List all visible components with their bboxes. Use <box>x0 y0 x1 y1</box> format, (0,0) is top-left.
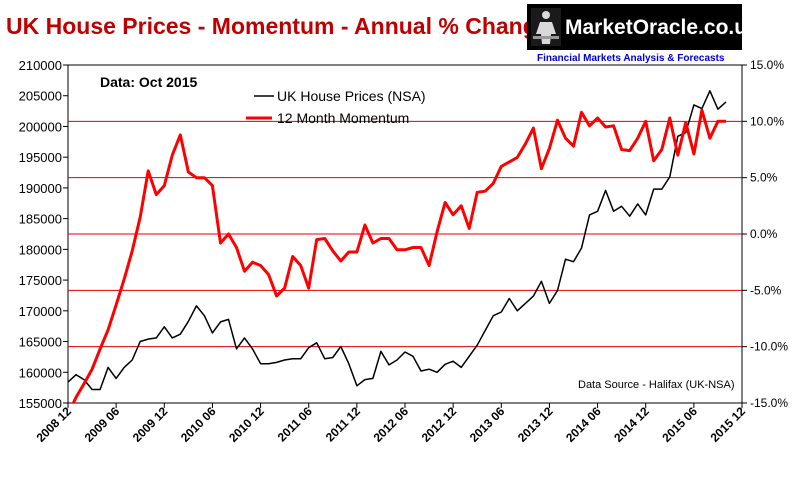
series-line-house-prices <box>68 90 727 391</box>
left-tick-label: 205000 <box>19 89 62 104</box>
x-tick-label: 2014 12 <box>611 404 652 445</box>
x-tick-label: 2009 12 <box>130 404 171 445</box>
left-tick-label: 160000 <box>19 365 62 380</box>
legend-label-momentum: 12 Month Momentum <box>277 110 409 126</box>
left-tick-label: 180000 <box>19 242 62 257</box>
legend: UK House Prices (NSA) 12 Month Momentum <box>246 88 426 126</box>
right-axis: -15.0% -10.0% -5.0% 0.0% 5.0% 10.0% 15.0% <box>742 58 788 410</box>
logo-figure-icon <box>531 8 561 46</box>
market-oracle-logo: MarketOracle.co.uk Financial Markets Ana… <box>527 4 759 65</box>
left-tick-label: 195000 <box>19 150 62 165</box>
x-tick-label: 2013 06 <box>467 404 508 445</box>
right-tick-label: -10.0% <box>750 340 788 354</box>
logo-text: MarketOracle.co.uk <box>565 16 759 39</box>
left-tick-label: 170000 <box>19 304 62 319</box>
x-tick-label: 2011 12 <box>323 404 363 444</box>
right-tick-label: 5.0% <box>750 171 778 185</box>
left-tick-label: 175000 <box>19 273 62 288</box>
logo-tagline-background <box>533 50 742 65</box>
right-tick-label: -5.0% <box>750 283 782 297</box>
chart-title: UK House Prices - Momentum - Annual % Ch… <box>6 13 550 39</box>
x-tick-label: 2011 06 <box>275 404 315 444</box>
x-tick-label: 2013 12 <box>515 404 556 445</box>
left-tick-label: 185000 <box>19 212 62 227</box>
data-source-note: Data Source - Halifax (UK-NSA) <box>578 379 735 391</box>
legend-label-house-prices: UK House Prices (NSA) <box>277 88 426 104</box>
x-tick-label: 2012 06 <box>371 404 412 445</box>
x-tick-label: 2010 12 <box>226 404 267 445</box>
left-tick-label: 190000 <box>19 181 62 196</box>
x-tick-label: 2009 06 <box>82 404 123 445</box>
right-tick-label: 0.0% <box>750 227 778 241</box>
x-tick-label: 2015 12 <box>708 404 749 445</box>
x-tick-label: 2012 12 <box>419 404 460 445</box>
series-line-momentum <box>71 108 726 403</box>
logo-tagline: Financial Markets Analysis & Forecasts <box>537 53 725 64</box>
left-tick-label: 200000 <box>19 119 62 134</box>
left-tick-label: 165000 <box>19 335 62 350</box>
left-tick-label: 210000 <box>19 58 62 73</box>
left-axis: 155000 160000 165000 170000 175000 180000 1850… <box>19 58 68 411</box>
x-tick-label: 2010 06 <box>178 404 219 445</box>
x-axis: 2008 12 2009 06 2009 12 2010 06 2010 12 2011 … <box>34 403 749 445</box>
series-layer <box>68 90 727 403</box>
logo-background <box>527 4 742 50</box>
right-tick-label: 10.0% <box>750 114 784 128</box>
left-tick-label: 155000 <box>19 396 62 411</box>
x-tick-label: 2014 06 <box>563 404 604 445</box>
data-date-annotation: Data: Oct 2015 <box>100 74 197 90</box>
right-tick-label: 15.0% <box>750 58 784 72</box>
right-axis-gridlines <box>68 120 742 348</box>
x-tick-label: 2015 06 <box>659 404 700 445</box>
right-tick-label: -15.0% <box>750 396 788 410</box>
